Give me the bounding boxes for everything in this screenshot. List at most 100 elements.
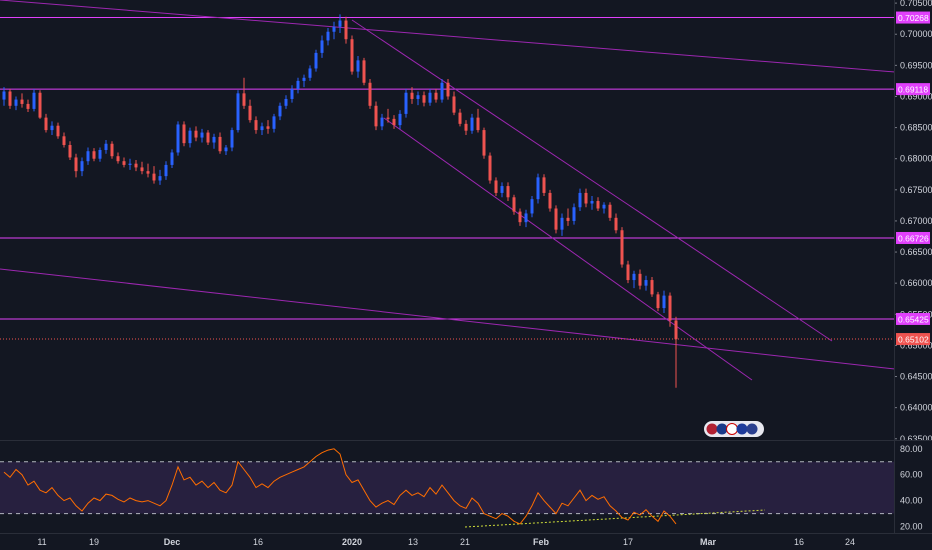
candlestick-series[interactable]: [2, 14, 678, 388]
candle[interactable]: [194, 126, 198, 142]
candle[interactable]: [74, 153, 78, 178]
candle[interactable]: [590, 196, 594, 210]
candle[interactable]: [344, 16, 348, 44]
candle[interactable]: [254, 116, 258, 134]
candle[interactable]: [278, 102, 282, 121]
candle[interactable]: [62, 132, 66, 148]
candle[interactable]: [134, 159, 138, 172]
candle[interactable]: [8, 88, 12, 109]
candle[interactable]: [566, 208, 570, 226]
candle[interactable]: [20, 93, 24, 108]
candle[interactable]: [452, 91, 456, 116]
candle[interactable]: [500, 182, 504, 198]
candle[interactable]: [428, 88, 432, 106]
candle[interactable]: [164, 161, 168, 180]
time-axis[interactable]: 11 19 Dec 16 2020 13 21 Feb 17 Mar 16 24: [37, 537, 855, 547]
candle[interactable]: [632, 270, 636, 289]
candle[interactable]: [68, 141, 72, 160]
candle[interactable]: [662, 290, 666, 314]
candle[interactable]: [302, 74, 306, 88]
candle[interactable]: [308, 65, 312, 81]
candle[interactable]: [80, 157, 84, 177]
candle[interactable]: [584, 188, 588, 208]
candle[interactable]: [410, 87, 414, 104]
candle[interactable]: [506, 182, 510, 202]
candle[interactable]: [398, 110, 402, 129]
candle[interactable]: [206, 130, 210, 146]
candle[interactable]: [368, 79, 372, 109]
candle[interactable]: [440, 79, 444, 103]
candle[interactable]: [122, 157, 126, 168]
candle[interactable]: [98, 147, 102, 162]
trend-lines[interactable]: [0, 0, 896, 528]
candle[interactable]: [614, 213, 618, 234]
candle[interactable]: [326, 28, 330, 46]
candle[interactable]: [422, 91, 426, 107]
candle[interactable]: [530, 196, 534, 218]
candle[interactable]: [332, 21, 336, 40]
candle[interactable]: [188, 127, 192, 148]
candle[interactable]: [218, 132, 222, 154]
candle[interactable]: [2, 87, 6, 106]
candle[interactable]: [482, 127, 486, 159]
candle[interactable]: [104, 140, 108, 154]
candle[interactable]: [152, 166, 156, 184]
candle[interactable]: [620, 227, 624, 268]
candle[interactable]: [56, 122, 60, 139]
candle[interactable]: [392, 115, 396, 129]
candle[interactable]: [476, 108, 480, 133]
candle[interactable]: [236, 90, 240, 133]
candle[interactable]: [626, 260, 630, 284]
candle[interactable]: [554, 205, 558, 234]
candle[interactable]: [386, 108, 390, 123]
candle[interactable]: [284, 95, 288, 109]
candle[interactable]: [488, 152, 492, 184]
candle[interactable]: [350, 35, 354, 75]
channel-lower-line[interactable]: [383, 117, 753, 381]
rsi-axis[interactable]: 80.00 60.00 40.00 20.00: [894, 441, 932, 533]
candle[interactable]: [380, 113, 384, 131]
candle[interactable]: [464, 120, 468, 136]
candle[interactable]: [608, 202, 612, 221]
candle[interactable]: [548, 189, 552, 212]
candle[interactable]: [494, 177, 498, 197]
candle[interactable]: [182, 121, 186, 147]
candle[interactable]: [170, 149, 174, 169]
candle[interactable]: [434, 88, 438, 103]
candle[interactable]: [128, 158, 132, 170]
candle[interactable]: [266, 120, 270, 134]
candle[interactable]: [644, 275, 648, 291]
candle[interactable]: [446, 79, 450, 100]
candle[interactable]: [110, 141, 114, 159]
candle[interactable]: [224, 145, 228, 155]
candle[interactable]: [542, 174, 546, 197]
candle[interactable]: [512, 194, 516, 215]
candle[interactable]: [668, 292, 672, 327]
candle[interactable]: [44, 113, 48, 133]
candle[interactable]: [272, 113, 276, 133]
candle[interactable]: [650, 276, 654, 297]
channel-upper-line[interactable]: [351, 19, 833, 342]
candle[interactable]: [176, 121, 180, 156]
candle[interactable]: [404, 88, 408, 118]
candle[interactable]: [38, 90, 42, 119]
candle[interactable]: [458, 108, 462, 127]
candle[interactable]: [242, 77, 246, 109]
candle[interactable]: [146, 163, 150, 178]
candle[interactable]: [572, 203, 576, 225]
candle[interactable]: [374, 101, 378, 131]
candle[interactable]: [158, 169, 162, 185]
candle[interactable]: [470, 113, 474, 134]
price-axis[interactable]: 0.70500 0.70000 0.69500 0.69000 0.68500 0.680…: [894, 0, 932, 444]
candle[interactable]: [86, 147, 90, 165]
candle[interactable]: [674, 316, 678, 388]
candle[interactable]: [536, 173, 540, 204]
candle[interactable]: [356, 56, 360, 78]
candle[interactable]: [50, 121, 54, 136]
candle[interactable]: [338, 14, 342, 33]
flags-icon-group[interactable]: [704, 421, 764, 437]
candle[interactable]: [290, 85, 294, 103]
candle[interactable]: [230, 127, 234, 152]
candle[interactable]: [320, 35, 324, 58]
